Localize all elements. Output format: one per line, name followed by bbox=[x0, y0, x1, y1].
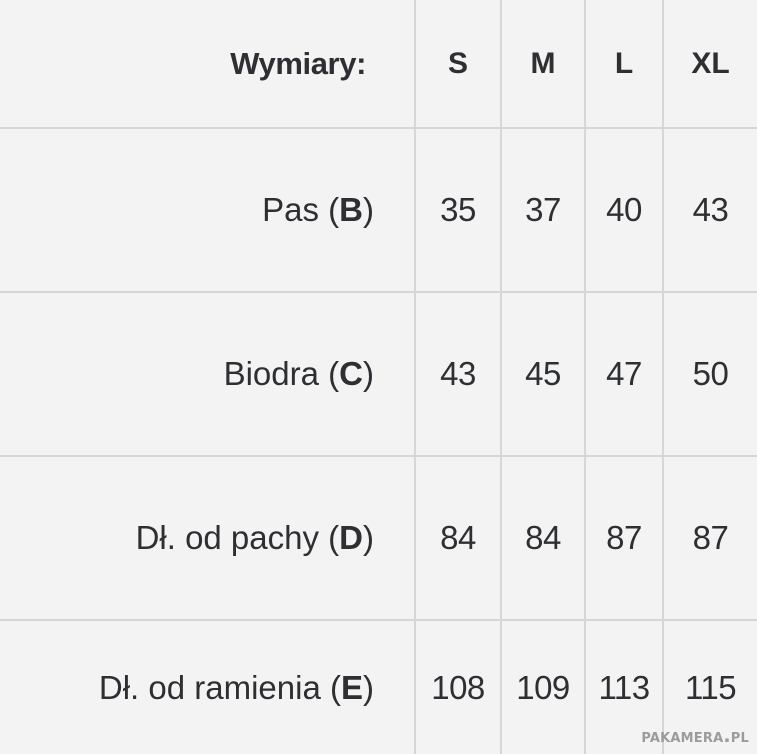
table-header: Wymiary: S M L XL bbox=[0, 0, 757, 129]
table-row: Dł. od pachy (D) 84 84 87 87 bbox=[0, 456, 757, 621]
value-biodra-l: 47 bbox=[585, 292, 664, 457]
dimension-letter: C bbox=[339, 355, 363, 392]
measurement-name: Dł. od ramienia ( bbox=[98, 668, 341, 706]
measurement-label-biodra: Biodra (C) bbox=[0, 292, 416, 457]
size-column-header-s: S bbox=[415, 0, 502, 129]
size-column-header-m: M bbox=[501, 0, 586, 129]
value-biodra-xl: 50 bbox=[663, 292, 757, 457]
table-row: Dł. od ramienia (E) 108 109 113 115 bbox=[0, 620, 757, 754]
value-dl-od-ramienia-m: 109 bbox=[501, 620, 586, 754]
value-dl-od-pachy-m: 84 bbox=[501, 456, 586, 621]
measurement-name: Biodra ( bbox=[223, 355, 340, 392]
measurement-label-pas: Pas (B) bbox=[0, 128, 416, 293]
value-pas-m: 37 bbox=[501, 128, 586, 293]
size-column-header-l: L bbox=[585, 0, 664, 129]
value-biodra-m: 45 bbox=[501, 292, 586, 457]
value-dl-od-ramienia-s: 108 bbox=[415, 620, 502, 754]
table-body: Pas (B) 35 37 40 43 Biodra (C) 43 45 47 … bbox=[0, 128, 757, 754]
dimension-letter: E bbox=[340, 668, 363, 706]
measurement-label-dl-od-ramienia: Dł. od ramienia (E) bbox=[0, 620, 416, 754]
measurement-suffix: ) bbox=[363, 668, 374, 706]
value-dl-od-ramienia-xl: 115 bbox=[684, 668, 737, 706]
measurement-suffix: ) bbox=[363, 355, 374, 392]
value-dl-od-pachy-s: 84 bbox=[415, 456, 502, 621]
value-dl-od-pachy-l: 87 bbox=[585, 456, 664, 621]
measurement-label-dl-od-pachy: Dł. od pachy (D) bbox=[0, 456, 416, 621]
dimension-letter: B bbox=[339, 191, 363, 228]
measurement-suffix: ) bbox=[363, 191, 374, 228]
measurement-suffix: ) bbox=[363, 519, 374, 556]
measurement-name: Pas ( bbox=[262, 191, 340, 228]
dimension-letter: D bbox=[339, 519, 363, 556]
value-dl-od-ramienia-l: 113 bbox=[585, 620, 664, 754]
value-biodra-s: 43 bbox=[415, 292, 502, 457]
watermark-pakamera: pakamera.pl bbox=[641, 725, 749, 747]
measurement-name: Dł. od pachy ( bbox=[135, 519, 340, 556]
header-row: Wymiary: S M L XL bbox=[0, 0, 757, 129]
table-row: Pas (B) 35 37 40 43 bbox=[0, 128, 757, 293]
value-pas-xl: 43 bbox=[663, 128, 757, 293]
value-pas-l: 40 bbox=[585, 128, 664, 293]
measurements-title: Wymiary: bbox=[0, 0, 416, 129]
size-column-header-xl: XL bbox=[663, 0, 757, 129]
value-dl-od-pachy-xl: 87 bbox=[663, 456, 757, 621]
value-pas-s: 35 bbox=[415, 128, 502, 293]
table-row: Biodra (C) 43 45 47 50 bbox=[0, 292, 757, 457]
